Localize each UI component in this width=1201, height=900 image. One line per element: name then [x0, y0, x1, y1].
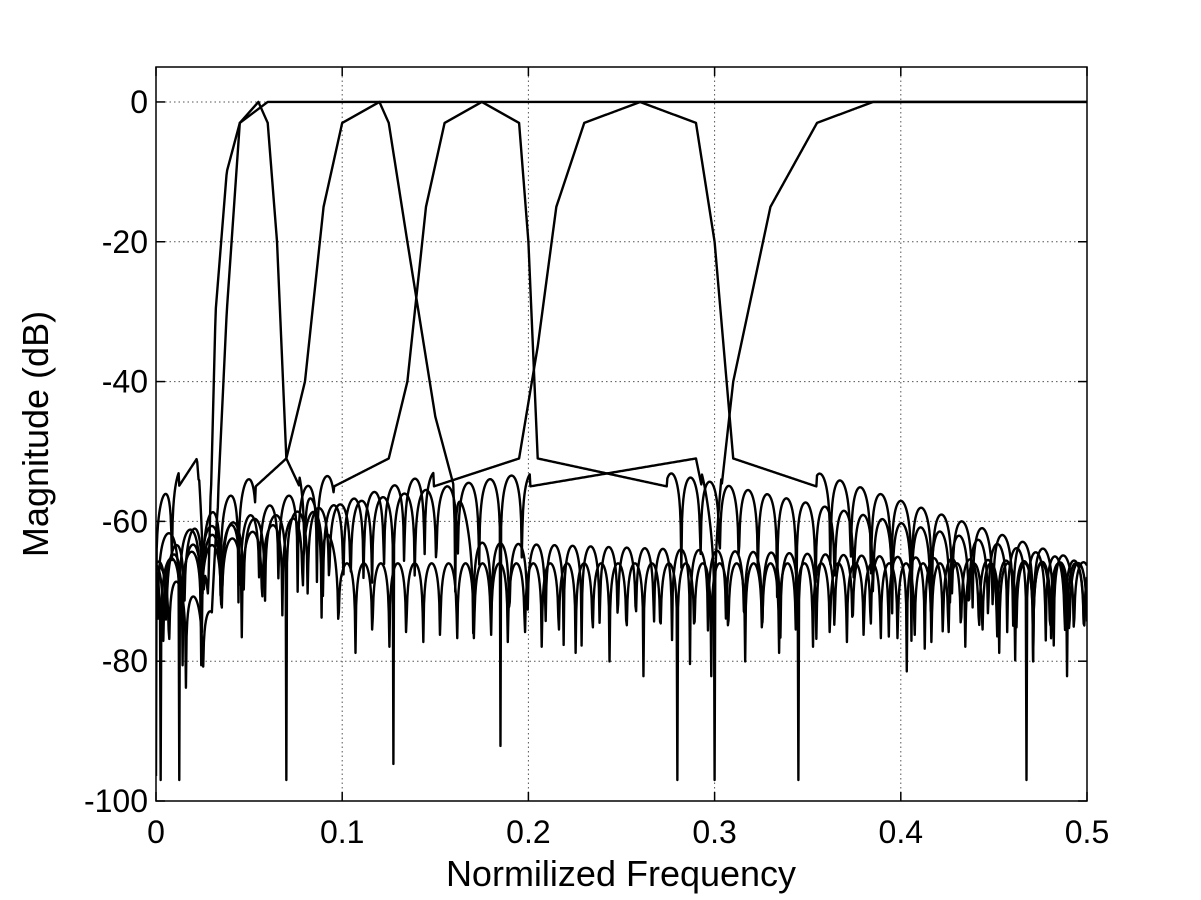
plot-area: [156, 67, 1087, 801]
grid-lines: [156, 67, 1087, 801]
y-tick-label: -40: [102, 364, 148, 400]
x-tick-label: 0: [147, 814, 165, 850]
y-axis-label: Magnitude (dB): [15, 311, 56, 557]
x-tick-label: 0.1: [320, 814, 364, 850]
y-tick-label: -60: [102, 503, 148, 539]
x-tick-label: 0.3: [692, 814, 736, 850]
y-tick-label: -20: [102, 224, 148, 260]
x-tick-label: 0.4: [879, 814, 923, 850]
response-curves: [156, 100, 1087, 782]
x-axis-label: Normilized Frequency: [446, 853, 796, 894]
x-tick-label: 0.5: [1065, 814, 1109, 850]
series-line-6: [156, 100, 1087, 782]
y-tick-label: 0: [130, 84, 148, 120]
tick-labels: 0 0.1 0.2 0.3 0.4 0.5 0 -20 -40 -60 -80 -100: [84, 84, 1109, 850]
y-tick-label: -100: [84, 783, 148, 819]
x-tick-label: 0.2: [506, 814, 550, 850]
y-tick-label: -80: [102, 643, 148, 679]
series-line-5: [156, 100, 1087, 782]
plot-frame: [155, 66, 1088, 802]
series-line-2: [156, 100, 1087, 782]
